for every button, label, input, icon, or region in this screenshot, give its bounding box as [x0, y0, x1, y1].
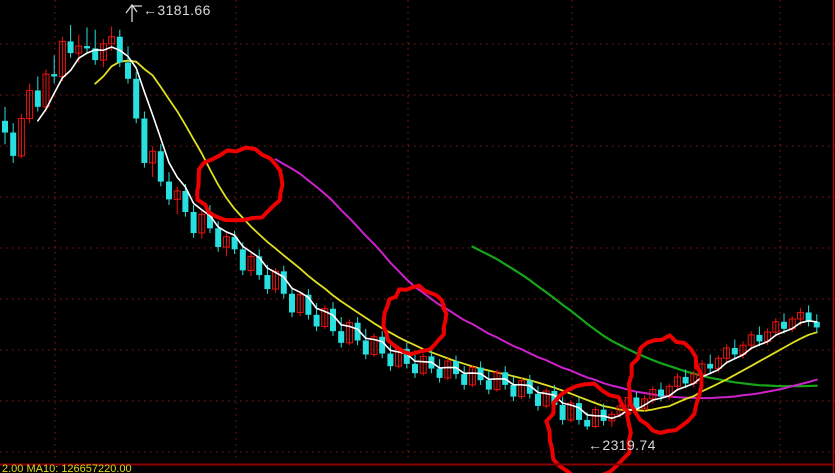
high-price-annotation: ←3181.66 [143, 2, 211, 18]
volume-indicator-legend: 2.00 MA10: 126657220.00 [2, 463, 132, 473]
ma-short-line [37, 46, 818, 420]
chart-grid [0, 0, 835, 462]
annotation-arrows [125, 3, 142, 22]
low-price-annotation: ←2319.74 [588, 437, 656, 453]
ma-long-line [471, 245, 818, 388]
ma-mid-line [274, 158, 818, 400]
hand-drawn-circles [195, 145, 704, 473]
